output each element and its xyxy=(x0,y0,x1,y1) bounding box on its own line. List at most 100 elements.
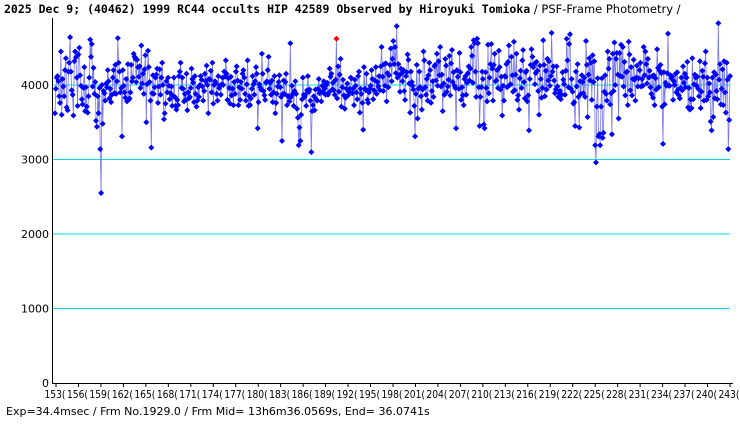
data-point xyxy=(490,97,496,104)
data-point xyxy=(671,82,678,88)
data-point xyxy=(484,98,491,105)
data-point xyxy=(567,31,573,38)
data-point xyxy=(528,46,535,53)
data-point xyxy=(159,59,166,66)
data-point xyxy=(210,100,217,107)
data-point xyxy=(549,68,556,75)
data-point xyxy=(603,97,610,104)
data-point xyxy=(683,74,690,81)
data-point xyxy=(177,59,184,66)
data-point xyxy=(449,47,455,53)
data-point xyxy=(254,125,261,132)
data-point xyxy=(546,82,553,89)
data-point xyxy=(680,79,687,86)
x-tick-label: 165( xyxy=(134,389,155,401)
data-point xyxy=(430,93,437,100)
data-point xyxy=(349,90,356,97)
data-point xyxy=(247,102,254,109)
data-point xyxy=(206,76,213,83)
data-point xyxy=(657,61,664,68)
data-point xyxy=(252,78,259,85)
x-tick-label: 186( xyxy=(292,389,313,401)
data-point xyxy=(496,64,503,71)
data-point xyxy=(378,44,385,50)
data-point xyxy=(627,87,634,94)
x-tick-label: 183( xyxy=(269,389,290,401)
data-point xyxy=(70,112,77,119)
x-tick-label: 195( xyxy=(359,389,380,401)
data-point xyxy=(294,114,301,121)
data-point xyxy=(276,72,283,79)
data-point xyxy=(535,88,542,94)
data-point xyxy=(365,99,372,106)
data-point xyxy=(624,68,630,75)
data-point xyxy=(573,83,580,90)
data-point xyxy=(238,85,245,92)
data-point xyxy=(90,64,97,71)
data-point xyxy=(241,74,248,81)
data-point xyxy=(526,127,532,134)
data-point xyxy=(244,57,251,64)
data-point xyxy=(207,67,214,74)
data-point xyxy=(304,73,311,80)
data-point xyxy=(397,88,403,95)
data-point xyxy=(505,58,512,65)
data-point xyxy=(273,99,280,106)
data-point xyxy=(440,80,447,87)
data-point xyxy=(425,72,432,79)
data-point xyxy=(353,89,360,96)
data-point xyxy=(208,89,215,96)
data-point xyxy=(655,84,662,91)
data-point xyxy=(606,55,613,62)
data-point xyxy=(401,88,408,94)
data-point xyxy=(605,65,612,72)
data-point xyxy=(724,76,731,83)
data-point xyxy=(690,96,697,103)
data-point xyxy=(722,109,729,116)
data-point xyxy=(151,84,158,91)
data-point xyxy=(56,93,63,100)
data-point xyxy=(330,87,337,94)
data-point xyxy=(299,74,306,81)
data-point xyxy=(141,66,148,73)
data-point xyxy=(665,30,671,37)
data-point xyxy=(688,105,695,112)
data-point xyxy=(409,82,416,89)
data-point xyxy=(78,96,85,103)
data-point xyxy=(157,91,164,98)
data-point xyxy=(454,73,461,80)
data-point xyxy=(284,102,290,109)
data-point xyxy=(495,47,502,54)
data-point xyxy=(74,102,81,109)
data-point xyxy=(468,44,475,50)
data-point xyxy=(727,73,733,80)
data-point xyxy=(669,73,676,80)
data-point xyxy=(550,63,557,70)
data-point xyxy=(251,91,258,98)
data-point xyxy=(680,63,687,70)
data-point xyxy=(237,79,244,85)
data-point xyxy=(560,76,567,83)
x-tick-label: 204( xyxy=(426,389,447,401)
data-point xyxy=(296,124,303,131)
data-point xyxy=(363,70,370,77)
data-point xyxy=(404,51,411,58)
data-point xyxy=(137,85,144,91)
data-point xyxy=(637,59,644,66)
data-point xyxy=(399,78,406,85)
data-point xyxy=(585,71,592,78)
data-point xyxy=(311,107,318,114)
data-point xyxy=(674,69,681,76)
data-point xyxy=(55,78,62,85)
data-point xyxy=(355,73,362,80)
data-point xyxy=(243,81,250,88)
data-point xyxy=(593,159,599,166)
data-point xyxy=(357,85,364,92)
data-point xyxy=(413,61,420,68)
data-point xyxy=(543,86,550,93)
data-point xyxy=(190,79,197,86)
data-point xyxy=(499,112,506,119)
data-point xyxy=(590,79,597,85)
data-point xyxy=(529,53,536,60)
